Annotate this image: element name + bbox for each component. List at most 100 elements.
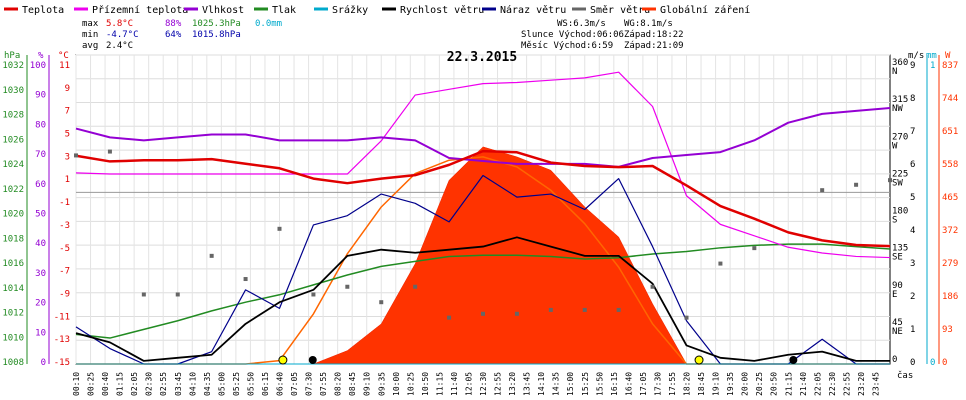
tick-time: 12:30 bbox=[479, 372, 488, 396]
stat-slunce-zapad: Západ:18:22 bbox=[624, 30, 684, 40]
tick-pct: 20 bbox=[35, 299, 46, 309]
chart-title: 22.3.2015 bbox=[447, 50, 517, 65]
tick-time: 17:55 bbox=[668, 372, 677, 396]
tick-hpa: 1012 bbox=[2, 309, 24, 319]
tick-c: -1 bbox=[59, 198, 70, 208]
legend-label: Směr větru bbox=[590, 4, 650, 16]
wind-direction-point bbox=[548, 307, 553, 312]
tick-dir: 180 bbox=[892, 207, 908, 217]
tick-c: 9 bbox=[65, 84, 70, 94]
tick-time: 14:10 bbox=[537, 372, 546, 396]
tick-w: 93 bbox=[942, 325, 953, 335]
tick-time: 08:45 bbox=[348, 372, 357, 396]
tick-mm: 0 bbox=[930, 358, 935, 368]
wind-direction-point bbox=[888, 178, 892, 183]
tick-time: 07:30 bbox=[305, 372, 314, 396]
tick-w: 186 bbox=[942, 292, 958, 302]
tick-w: 744 bbox=[942, 94, 958, 104]
tick-time: 20:00 bbox=[741, 372, 750, 396]
tick-time: 18:45 bbox=[697, 372, 706, 396]
stat-max-label: max bbox=[82, 19, 99, 29]
tick-time: 09:10 bbox=[363, 372, 372, 396]
tick-pct: 60 bbox=[35, 180, 46, 190]
tick-c: -7 bbox=[59, 267, 70, 277]
axis-ms-label: m/s bbox=[908, 51, 924, 61]
tick-pct: 80 bbox=[35, 120, 46, 130]
tick-time: 05:25 bbox=[232, 372, 241, 396]
tick-ms: 5 bbox=[910, 193, 915, 203]
tick-hpa: 1022 bbox=[2, 185, 24, 195]
wind-direction-point bbox=[514, 311, 519, 316]
stat-min-hum: 64% bbox=[165, 30, 182, 40]
tick-dir: 45 bbox=[892, 318, 903, 328]
tick-time: 09:35 bbox=[377, 372, 386, 396]
tick-time: 06:40 bbox=[276, 372, 285, 396]
wind-direction-point bbox=[752, 246, 757, 251]
legend-label: Vlhkost bbox=[202, 5, 244, 16]
axis-time-label: čas bbox=[897, 370, 913, 381]
tick-time: 11:15 bbox=[435, 372, 444, 396]
wind-direction-point bbox=[74, 153, 78, 158]
tick-c: -15 bbox=[54, 358, 70, 368]
sunrise-marker bbox=[278, 355, 288, 365]
tick-dir-name: NW bbox=[892, 104, 903, 114]
tick-c: -11 bbox=[54, 312, 70, 322]
tick-c: 3 bbox=[65, 152, 70, 162]
tick-dir: 0 bbox=[892, 355, 897, 365]
axis-mm-label: mm bbox=[926, 51, 937, 61]
tick-time: 08:20 bbox=[334, 372, 343, 396]
wind-direction-point bbox=[718, 261, 723, 266]
tick-dir: 360 bbox=[892, 58, 908, 68]
tick-c: -5 bbox=[59, 244, 70, 254]
tick-time: 07:55 bbox=[319, 372, 328, 396]
tick-pct: 100 bbox=[30, 61, 46, 71]
tick-hpa: 1014 bbox=[2, 284, 24, 294]
tick-dir-name: NE bbox=[892, 327, 903, 337]
tick-mm: 1 bbox=[930, 61, 935, 71]
wind-direction-point bbox=[616, 307, 621, 312]
tick-w: 558 bbox=[942, 160, 958, 170]
tick-w: 0 bbox=[942, 358, 947, 368]
tick-ms: 8 bbox=[910, 94, 915, 104]
wind-direction-point bbox=[107, 149, 112, 154]
legend-label: Tlak bbox=[272, 5, 296, 16]
tick-hpa: 1030 bbox=[2, 86, 24, 96]
series-tlak bbox=[75, 243, 891, 339]
tick-time: 10:25 bbox=[406, 372, 415, 396]
stat-min-temp: -4.7°C bbox=[106, 30, 139, 40]
tick-hpa: 1032 bbox=[2, 61, 24, 71]
tick-time: 04:35 bbox=[203, 372, 212, 396]
tick-hpa: 1018 bbox=[2, 234, 24, 244]
tick-pct: 0 bbox=[41, 358, 46, 368]
tick-w: 651 bbox=[942, 127, 958, 137]
tick-dir-name: W bbox=[892, 141, 898, 151]
stats-block: max 5.8°C 88% 1025.3hPa 0.0mm min -4.7°C… bbox=[82, 19, 684, 51]
stat-slunce: Slunce Východ:06:06 bbox=[521, 30, 624, 40]
tick-time: 04:10 bbox=[188, 372, 197, 396]
wind-direction-point bbox=[243, 277, 248, 282]
tick-c: 7 bbox=[65, 107, 70, 117]
tick-ms: 0 bbox=[910, 358, 915, 368]
tick-ms: 4 bbox=[910, 226, 915, 236]
moonset-marker bbox=[789, 356, 798, 364]
series-vlhkost bbox=[75, 106, 891, 168]
series-teplota bbox=[75, 149, 891, 248]
wind-direction-point bbox=[175, 292, 180, 297]
stat-max-temp: 5.8°C bbox=[106, 19, 133, 29]
tick-pct: 70 bbox=[35, 150, 46, 160]
wind-direction-point bbox=[379, 300, 384, 305]
tick-time: 00:10 bbox=[72, 372, 81, 396]
wind-direction-point bbox=[684, 315, 689, 320]
axis-c-label: °C bbox=[58, 51, 69, 61]
series-p-zemn-teplota bbox=[75, 71, 891, 259]
tick-hpa: 1008 bbox=[2, 358, 24, 368]
wind-direction-point bbox=[854, 182, 859, 187]
tick-pct: 90 bbox=[35, 91, 46, 101]
wind-direction-point bbox=[413, 284, 418, 289]
legend-label: Náraz větru bbox=[500, 4, 566, 16]
tick-time: 15:50 bbox=[595, 372, 604, 396]
tick-time: 02:05 bbox=[130, 372, 139, 396]
tick-time: 22:30 bbox=[828, 372, 837, 396]
tick-time: 05:50 bbox=[246, 372, 255, 396]
